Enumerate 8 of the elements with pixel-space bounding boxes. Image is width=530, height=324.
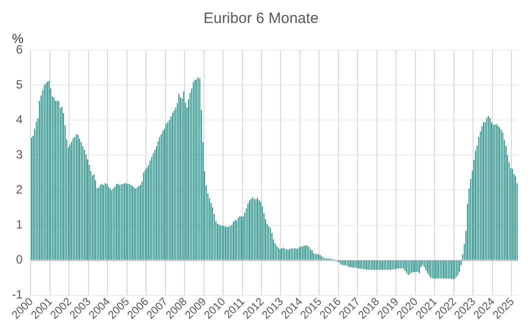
chart-title: Euribor 6 Monate: [203, 10, 319, 28]
y-tick-label: 5: [16, 77, 23, 92]
y-tick-label: 1: [16, 218, 23, 232]
y-tick-label: -1: [12, 288, 23, 302]
y-tick-label: 4: [16, 112, 23, 126]
y-tick-label: 2: [16, 182, 23, 197]
y-tick-label: 0: [16, 252, 23, 267]
y-tick-label: 3: [16, 147, 23, 162]
